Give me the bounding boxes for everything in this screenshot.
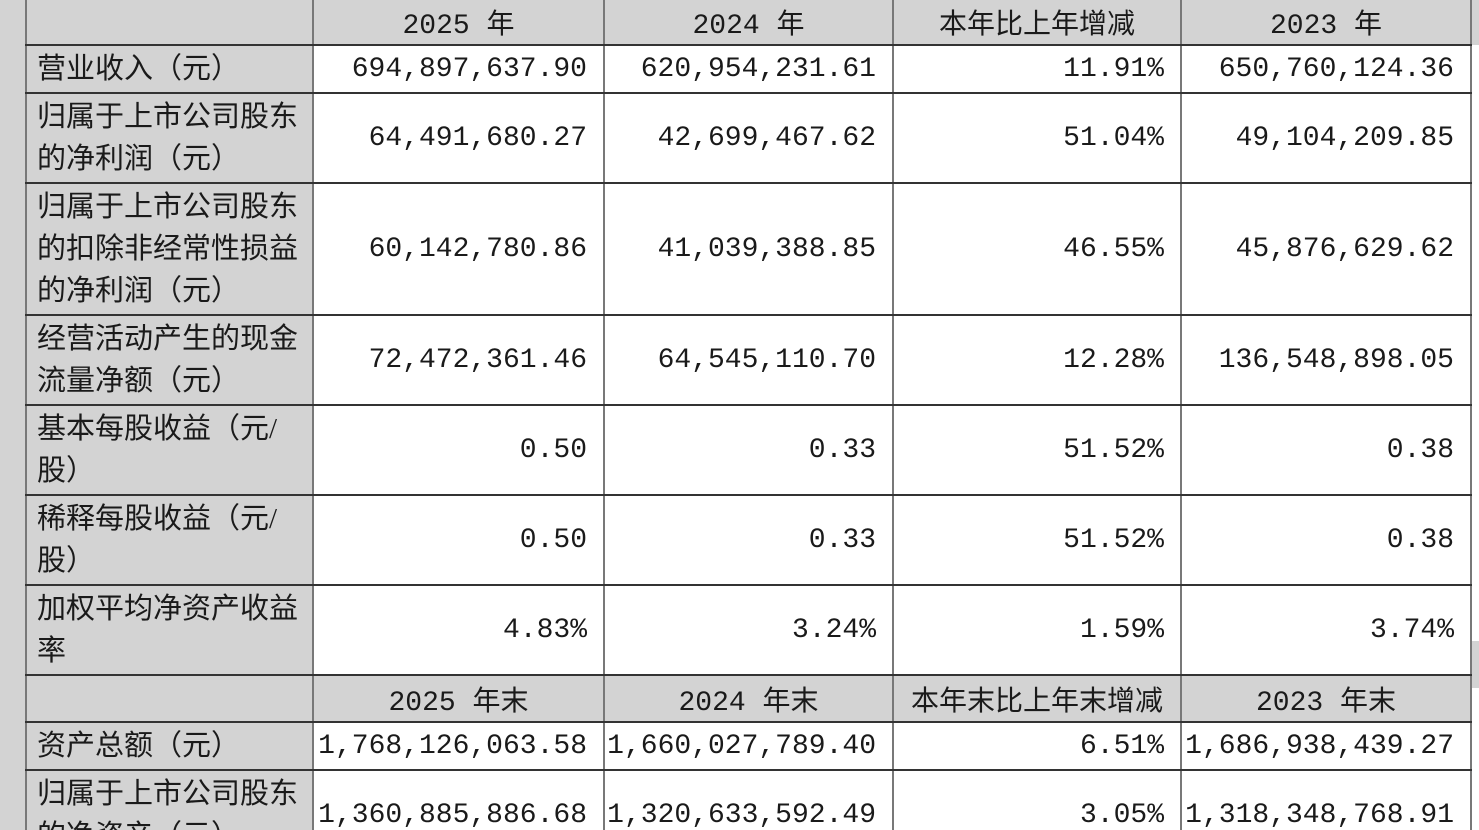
row-label: 加权平均净资产收益率 xyxy=(25,584,314,676)
value-cell: 72,472,361.46 xyxy=(312,314,605,406)
header-row: 2025 年末 2024 年末 本年末比上年末增减 2023 年末 xyxy=(25,674,1472,723)
value-cell: 136,548,898.05 xyxy=(1180,314,1472,406)
row-label: 经营活动产生的现金流量净额（元） xyxy=(25,314,314,406)
column-header: 2025 年 xyxy=(312,0,605,46)
right-bleed-strip-header1 xyxy=(1470,0,1479,45)
row-label: 归属于上市公司股东的扣除非经常性损益的净利润（元） xyxy=(25,182,314,316)
value-cell: 64,491,680.27 xyxy=(312,92,605,184)
row-label: 基本每股收益（元/股） xyxy=(25,404,314,496)
table-row: 稀释每股收益（元/股） 0.50 0.33 51.52% 0.38 xyxy=(25,494,1472,586)
value-cell: 620,954,231.61 xyxy=(603,44,894,94)
value-cell: 1,318,348,768.91 xyxy=(1180,769,1472,830)
table-row: 加权平均净资产收益率 4.83% 3.24% 1.59% 3.74% xyxy=(25,584,1472,676)
value-cell: 41,039,388.85 xyxy=(603,182,894,316)
table-row: 基本每股收益（元/股） 0.50 0.33 51.52% 0.38 xyxy=(25,404,1472,496)
value-cell: 1,660,027,789.40 xyxy=(603,721,894,771)
corner-cell xyxy=(25,674,314,723)
value-cell: 650,760,124.36 xyxy=(1180,44,1472,94)
table-row: 归属于上市公司股东的扣除非经常性损益的净利润（元） 60,142,780.86 41… xyxy=(25,182,1472,316)
value-cell: 3.74% xyxy=(1180,584,1472,676)
row-label: 营业收入（元） xyxy=(25,44,314,94)
value-cell: 3.05% xyxy=(892,769,1182,830)
value-cell: 694,897,637.90 xyxy=(312,44,605,94)
column-header: 本年比上年增减 xyxy=(892,0,1182,46)
value-cell: 0.38 xyxy=(1180,404,1472,496)
value-cell: 42,699,467.62 xyxy=(603,92,894,184)
value-cell: 0.33 xyxy=(603,404,894,496)
value-cell: 0.50 xyxy=(312,404,605,496)
value-cell: 3.24% xyxy=(603,584,894,676)
value-cell: 51.04% xyxy=(892,92,1182,184)
value-cell: 64,545,110.70 xyxy=(603,314,894,406)
header-row: 2025 年 2024 年本年比上年增减 2023 年 xyxy=(25,0,1472,46)
column-header: 2024 年末 xyxy=(603,674,894,723)
value-cell: 0.50 xyxy=(312,494,605,586)
column-header: 2023 年 xyxy=(1180,0,1472,46)
right-bleed-strip-header2 xyxy=(1470,641,1479,688)
table-row: 归属于上市公司股东的净资产（元）1,360,885,886.681,320,63… xyxy=(25,769,1472,830)
left-bleed-strip xyxy=(0,0,25,830)
corner-cell xyxy=(25,0,314,46)
value-cell: 0.38 xyxy=(1180,494,1472,586)
row-label: 资产总额（元） xyxy=(25,721,314,771)
value-cell: 60,142,780.86 xyxy=(312,182,605,316)
value-cell: 49,104,209.85 xyxy=(1180,92,1472,184)
table-row: 营业收入（元） 694,897,637.90 620,954,231.61 11.91… xyxy=(25,44,1472,94)
value-cell: 1,320,633,592.49 xyxy=(603,769,894,830)
column-header: 2024 年 xyxy=(603,0,894,46)
value-cell: 12.28% xyxy=(892,314,1182,406)
value-cell: 4.83% xyxy=(312,584,605,676)
value-cell: 51.52% xyxy=(892,404,1182,496)
value-cell: 1,686,938,439.27 xyxy=(1180,721,1472,771)
row-label: 归属于上市公司股东的净利润（元） xyxy=(25,92,314,184)
value-cell: 1,768,126,063.58 xyxy=(312,721,605,771)
column-header: 本年末比上年末增减 xyxy=(892,674,1182,723)
value-cell: 1,360,885,886.68 xyxy=(312,769,605,830)
column-header: 2023 年末 xyxy=(1180,674,1472,723)
value-cell: 45,876,629.62 xyxy=(1180,182,1472,316)
table-row: 经营活动产生的现金流量净额（元） 72,472,361.46 64,545,110.… xyxy=(25,314,1472,406)
value-cell: 46.55% xyxy=(892,182,1182,316)
value-cell: 11.91% xyxy=(892,44,1182,94)
table-row: 资产总额（元） 1,768,126,063.58 1,660,027,789.40 6… xyxy=(25,721,1472,771)
financial-summary-table: 2025 年 2024 年本年比上年增减 2023 年营业收入（元） 694,897,… xyxy=(25,0,1472,830)
value-cell: 51.52% xyxy=(892,494,1182,586)
value-cell: 1.59% xyxy=(892,584,1182,676)
row-label: 归属于上市公司股东的净资产（元） xyxy=(25,769,314,830)
column-header: 2025 年末 xyxy=(312,674,605,723)
value-cell: 0.33 xyxy=(603,494,894,586)
table-row: 归属于上市公司股东的净利润（元） 64,491,680.27 42,699,467.… xyxy=(25,92,1472,184)
value-cell: 6.51% xyxy=(892,721,1182,771)
row-label: 稀释每股收益（元/股） xyxy=(25,494,314,586)
